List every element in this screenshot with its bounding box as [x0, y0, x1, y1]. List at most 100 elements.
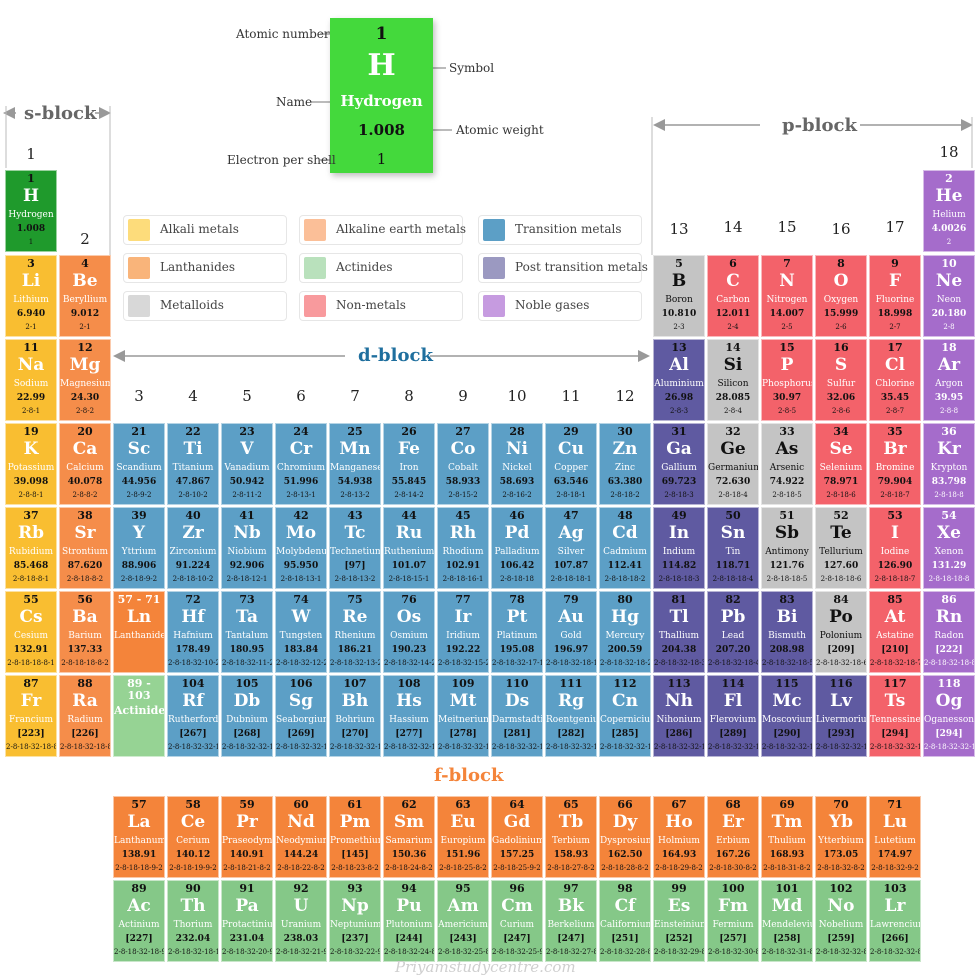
element-cell-co[interactable]: 27 Co Cobalt 58.933 2-8-15-2: [437, 423, 489, 505]
element-cell-s[interactable]: 16 S Sulfur 32.06 2-8-6: [815, 339, 867, 421]
element-cell-ru[interactable]: 44 Ru Ruthenium 101.07 2-8-18-15-1: [383, 507, 435, 589]
element-cell-sc[interactable]: 21 Sc Scandium 44.956 2-8-9-2: [113, 423, 165, 505]
element-cell-ho[interactable]: 67 Ho Holmium 164.93 2-8-18-29-8-2: [653, 796, 705, 878]
element-cell-gd[interactable]: 64 Gd Gadolinium 157.25 2-8-18-25-9-2: [491, 796, 543, 878]
element-cell-at[interactable]: 85 At Astatine [210] 2-8-18-32-18-7: [869, 591, 921, 673]
element-cell-rh[interactable]: 45 Rh Rhodium 102.91 2-8-18-16-1: [437, 507, 489, 589]
element-cell-dy[interactable]: 66 Dy Dysprosium 162.50 2-8-18-28-8-2: [599, 796, 651, 878]
element-cell-ti[interactable]: 22 Ti Titanium 47.867 2-8-10-2: [167, 423, 219, 505]
element-cell-kr[interactable]: 36 Kr Krypton 83.798 2-8-18-8: [923, 423, 975, 505]
element-cell-lu[interactable]: 71 Lu Lutetium 174.97 2-8-18-32-9-2: [869, 796, 921, 878]
element-cell-cr[interactable]: 24 Cr Chromium 51.996 2-8-13-1: [275, 423, 327, 505]
element-cell-yb[interactable]: 70 Yb Ytterbium 173.05 2-8-18-32-8-2: [815, 796, 867, 878]
element-cell-ne[interactable]: 10 Ne Neon 20.180 2-8: [923, 255, 975, 337]
element-cell-ce[interactable]: 58 Ce Cerium 140.12 2-8-18-19-9-2: [167, 796, 219, 878]
element-cell-pm[interactable]: 61 Pm Promethium [145] 2-8-18-23-8-2: [329, 796, 381, 878]
element-cell-rb[interactable]: 37 Rb Rubidium 85.468 2-8-18-8-1: [5, 507, 57, 589]
element-cell-ag[interactable]: 47 Ag Silver 107.87 2-8-18-18-1: [545, 507, 597, 589]
element-cell-tl[interactable]: 81 Tl Thallium 204.38 2-8-18-32-18-3: [653, 591, 705, 673]
element-cell-c[interactable]: 6 C Carbon 12.011 2-4: [707, 255, 759, 337]
element-cell-b[interactable]: 5 B Boron 10.810 2-3: [653, 255, 705, 337]
element-cell-be[interactable]: 4 Be Beryllium 9.012 2-1: [59, 255, 111, 337]
element-cell-mn[interactable]: 25 Mn Manganese 54.938 2-8-13-2: [329, 423, 381, 505]
element-cell-po[interactable]: 84 Po Polonium [209] 2-8-18-32-18-6: [815, 591, 867, 673]
element-cell-p[interactable]: 15 P Phosphorus 30.97 2-8-5: [761, 339, 813, 421]
element-cell-zn[interactable]: 30 Zn Zinc 63.380 2-8-18-2: [599, 423, 651, 505]
element-cell-ge[interactable]: 32 Ge Germanium 72.630 2-8-18-4: [707, 423, 759, 505]
element-cell-te[interactable]: 52 Te Tellurium 127.60 2-8-18-18-6: [815, 507, 867, 589]
element-cell-sr[interactable]: 38 Sr Strontium 87.620 2-8-18-8-2: [59, 507, 111, 589]
element-cell-ta[interactable]: 73 Ta Tantalum 180.95 2-8-18-32-11-2: [221, 591, 273, 673]
element-cell-hf[interactable]: 72 Hf Hafnium 178.49 2-8-18-32-10-2: [167, 591, 219, 673]
element-cell-n[interactable]: 7 N Nitrogen 14.007 2-5: [761, 255, 813, 337]
element-cell-ba[interactable]: 56 Ba Barium 137.33 2-8-18-18-8-2: [59, 591, 111, 673]
element-cell-as[interactable]: 33 As Arsenic 74.922 2-8-18-5: [761, 423, 813, 505]
element-cell-tc[interactable]: 43 Tc Technetium [97] 2-8-18-13-2: [329, 507, 381, 589]
element-cell-in[interactable]: 49 In Indium 114.82 2-8-18-18-3: [653, 507, 705, 589]
element-cell-tm[interactable]: 69 Tm Thulium 168.93 2-8-18-31-8-2: [761, 796, 813, 878]
element-cell-ni[interactable]: 28 Ni Nickel 58.693 2-8-16-2: [491, 423, 543, 505]
element-cell-si[interactable]: 14 Si Silicon 28.085 2-8-4: [707, 339, 759, 421]
element-cell-pd[interactable]: 46 Pd Palladium 106.42 2-8-18-18: [491, 507, 543, 589]
element-cell-he[interactable]: 2 He Helium 4.0026 2: [923, 170, 975, 252]
element-cell-fe[interactable]: 26 Fe Iron 55.845 2-8-14-2: [383, 423, 435, 505]
element-cell-ca[interactable]: 20 Ca Calcium 40.078 2-8-8-2: [59, 423, 111, 505]
element-cell-sm[interactable]: 62 Sm Samarium 150.36 2-8-18-24-8-2: [383, 796, 435, 878]
element-cell-hg[interactable]: 80 Hg Mercury 200.59 2-8-18-32-18-2: [599, 591, 651, 673]
element-cell-ln[interactable]: 57 - 71 Ln Lanthanides: [113, 591, 165, 673]
element-cell-ga[interactable]: 31 Ga Gallium 69.723 2-8-18-3: [653, 423, 705, 505]
element-cell-ar[interactable]: 18 Ar Argon 39.95 2-8-8: [923, 339, 975, 421]
element-cell-ir[interactable]: 77 Ir Iridium 192.22 2-8-18-32-15-2: [437, 591, 489, 673]
element-cell-cs[interactable]: 55 Cs Cesium 132.91 2-8-18-18-8-1: [5, 591, 57, 673]
element-cell-mg[interactable]: 12 Mg Magnesium 24.30 2-8-2: [59, 339, 111, 421]
element-cell-re[interactable]: 75 Re Rhenium 186.21 2-8-18-32-13-2: [329, 591, 381, 673]
element-cell-la[interactable]: 57 La Lanthanum 138.91 2-8-18-18-9-2: [113, 796, 165, 878]
element-cell-o[interactable]: 8 O Oxygen 15.999 2-6: [815, 255, 867, 337]
element-cell-actinides[interactable]: 89 - 103 Actinides: [113, 675, 165, 757]
element-cell-cl[interactable]: 17 Cl Chlorine 35.45 2-8-7: [869, 339, 921, 421]
element-cell-bi[interactable]: 83 Bi Bismuth 208.98 2-8-18-32-18-5: [761, 591, 813, 673]
element-cell-rn[interactable]: 86 Rn Radon [222] 2-8-18-32-18-8: [923, 591, 975, 673]
element-cell-v[interactable]: 23 V Vanadium 50.942 2-8-11-2: [221, 423, 273, 505]
element-cell-se[interactable]: 34 Se Selenium 78.971 2-8-18-6: [815, 423, 867, 505]
element-cell-os[interactable]: 76 Os Osmium 190.23 2-8-18-32-14-2: [383, 591, 435, 673]
element-cell-u[interactable]: 92U Uranium 238.03 2-8-18-32-21-9-2: [275, 880, 327, 962]
element-cell-na[interactable]: 11 Na Sodium 22.99 2-8-1: [5, 339, 57, 421]
element-cell-er[interactable]: 68 Er Erbium 167.26 2-8-18-30-8-2: [707, 796, 759, 878]
element-cell-zr[interactable]: 40 Zr Zirconium 91.224 2-8-18-10-2: [167, 507, 219, 589]
element-cell-al[interactable]: 13 Al Aluminium 26.98 2-8-3: [653, 339, 705, 421]
element-cell-cu[interactable]: 29 Cu Copper 63.546 2-8-18-1: [545, 423, 597, 505]
element-cell-xe[interactable]: 54 Xe Xenon 131.29 2-8-18-18-8: [923, 507, 975, 589]
element-cell-nd[interactable]: 60 Nd Neodymium 144.24 2-8-18-22-8-2: [275, 796, 327, 878]
element-cell-eu[interactable]: 63 Eu Europium 151.96 2-8-18-25-8-2: [437, 796, 489, 878]
element-cell-sn[interactable]: 50 Sn Tin 118.71 2-8-18-18-4: [707, 507, 759, 589]
element-cell-i[interactable]: 53 I Iodine 126.90 2-8-18-18-7: [869, 507, 921, 589]
element-cell-li[interactable]: 3 Li Lithium 6.940 2-1: [5, 255, 57, 337]
element-cell-au[interactable]: 79 Au Gold 196.97 2-8-18-32-18-1: [545, 591, 597, 673]
element-cell-sb[interactable]: 51 Sb Antimony 121.76 2-8-18-18-5: [761, 507, 813, 589]
